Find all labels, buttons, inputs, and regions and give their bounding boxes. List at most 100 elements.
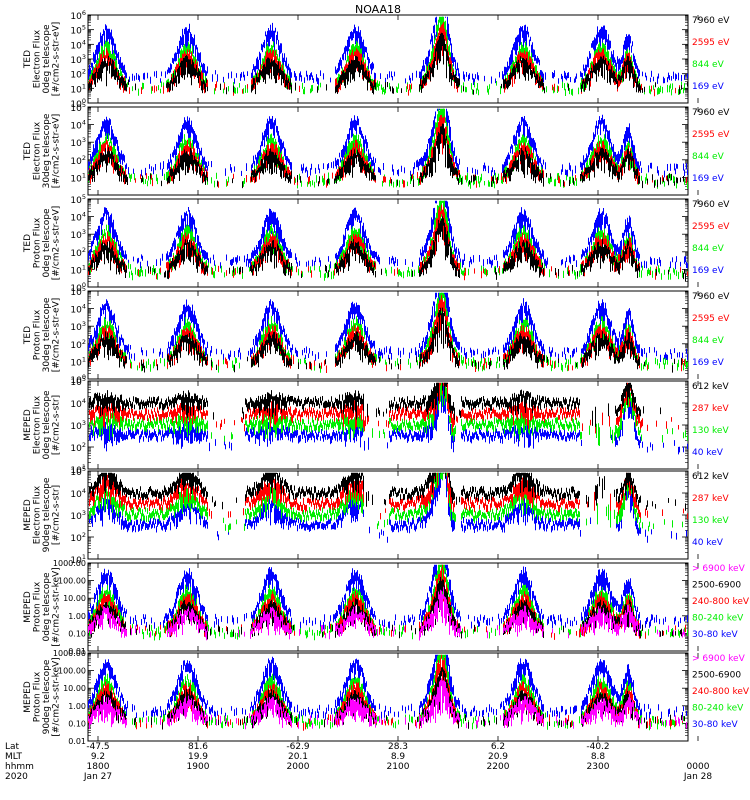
flux-series-black — [88, 32, 688, 95]
panel-8: 0.010.101.0010.00100.001000.00MEPEDProto… — [23, 649, 750, 746]
y-axis-label-line: Proton Flux — [32, 217, 42, 268]
y-axis-label-line: TED — [23, 142, 33, 161]
y-tick-label: 105 — [70, 24, 86, 37]
bottom-axis-mlt: 9.2 — [91, 752, 105, 762]
panel-6: 101 102 103 104 105 MEPEDElectron Flux90deg t… — [23, 465, 730, 566]
y-axis-label: MEPEDProton Flux90deg telescope[#/cm2-s-… — [23, 657, 62, 736]
legend-entry: 612 keV — [692, 382, 729, 392]
y-axis-label-line: Proton Flux — [32, 309, 42, 360]
y-axis-label: TEDProton Flux30deg telescope[#/cm2-s-st… — [23, 297, 62, 372]
y-tick-label: 101 — [70, 263, 86, 276]
y-axis-label-line: Electron Flux — [32, 29, 42, 88]
legend-entry: 7960 eV — [692, 16, 730, 26]
legend-entry: > 6900 keV — [692, 564, 746, 574]
y-tick-label: 105 — [70, 101, 86, 114]
bottom-axis-date: Jan 28 — [683, 772, 712, 782]
y-axis-label-line: 90deg telescope — [42, 659, 52, 734]
y-axis-label-line: MEPED — [23, 409, 33, 441]
bottom-axis-hhmm: 1900 — [187, 762, 210, 772]
bottom-row-label: Lat — [5, 742, 20, 752]
flux-series-blue — [88, 564, 688, 631]
y-tick-label: 10.00 — [63, 594, 86, 603]
legend-entry: 844 eV — [692, 60, 725, 70]
legend-entry: 7960 eV — [692, 200, 730, 210]
y-tick-label: 101 — [70, 553, 86, 566]
y-tick-label: 100 — [70, 97, 86, 110]
y-tick-label: 103 — [70, 53, 86, 66]
y-axis-label-line: [#/cm2-s-str-keV] — [51, 567, 61, 646]
y-tick-label: 104 — [70, 211, 86, 224]
flux-traces — [89, 472, 688, 543]
y-tick-label: 102 — [70, 441, 86, 454]
legend-entry: 612 keV — [692, 472, 729, 482]
legend-entry: 287 keV — [692, 494, 729, 504]
bottom-row-label: hhmm — [5, 762, 34, 772]
legend-entry: 169 eV — [692, 358, 725, 368]
y-tick-label: 101 — [70, 355, 86, 368]
flux-series-black — [88, 216, 686, 282]
flux-series-magenta — [88, 678, 687, 730]
flux-traces — [88, 200, 688, 282]
flux-series-blue — [88, 16, 688, 86]
y-axis-label-line: [#/cm2-s-str-eV] — [51, 206, 61, 281]
y-axis-label-line: 0deg telescope — [42, 24, 52, 94]
flux-series-blue — [88, 292, 688, 363]
flux-series-magenta — [88, 587, 685, 641]
y-tick-label: 0.10 — [68, 629, 86, 638]
flux-traces — [88, 108, 688, 189]
flux-series-blue — [88, 654, 687, 721]
y-tick-label: 105 — [70, 285, 86, 298]
y-axis-label-line: 30deg telescope — [42, 297, 52, 372]
flux-traces — [88, 564, 688, 641]
panel-3: 100 101 102 103 104 105 TEDProton Flux0deg tel… — [23, 193, 730, 294]
y-tick-label: 102 — [70, 531, 86, 544]
flux-series-blue — [88, 108, 688, 178]
legend-entry: 80-240 keV — [692, 614, 744, 624]
y-axis-label-line: TED — [23, 234, 33, 253]
y-axis-label-line: Electron Flux — [32, 485, 42, 544]
bottom-axis-lat: 28.3 — [388, 742, 408, 752]
y-tick-label: 102 — [70, 246, 86, 259]
legend-entry: 844 eV — [692, 244, 725, 254]
flux-traces — [89, 382, 688, 455]
bottom-axis-mlt: 8.8 — [591, 752, 606, 762]
bottom-axis-mlt: 8.9 — [391, 752, 406, 762]
y-axis-label-line: TED — [23, 326, 33, 345]
bottom-axis-lat: -47.5 — [86, 742, 109, 752]
bottom-row-label: 2020 — [5, 772, 28, 782]
legend-entry: 2595 eV — [692, 38, 730, 48]
flux-series-black — [89, 472, 686, 511]
y-axis-label-line: [#/cm2-s-str] — [51, 395, 61, 455]
legend-entry: 130 keV — [692, 516, 729, 526]
panel-2: 101 102 103 104 105 TEDElectron Flux30deg tel… — [23, 101, 730, 196]
legend-entry: 844 eV — [692, 152, 725, 162]
bottom-axis-hhmm: 2100 — [387, 762, 410, 772]
legend-entry: 169 eV — [692, 82, 725, 92]
bottom-axis-lat: 81.6 — [188, 742, 208, 752]
y-tick-label: 101 — [70, 82, 86, 95]
y-axis-label-line: Electron Flux — [32, 121, 42, 180]
y-axis-label: TEDElectron Flux0deg telescope[#/cm2-s-s… — [23, 22, 62, 97]
bottom-axis-lat: -62.9 — [286, 742, 310, 752]
plot-frame — [87, 652, 689, 742]
y-axis-label-line: MEPED — [23, 499, 33, 531]
legend-entry: 80-240 keV — [692, 704, 744, 714]
legend-entry: 240-800 keV — [692, 687, 750, 697]
y-axis-label: MEPEDElectron Flux90deg telescope[#/cm2-… — [23, 477, 62, 552]
flux-traces — [88, 654, 687, 731]
y-tick-label: 101 — [70, 463, 86, 476]
legend-entry: 844 eV — [692, 336, 725, 346]
y-tick-label: 105 — [70, 375, 86, 388]
y-tick-label: 105 — [70, 193, 86, 206]
bottom-axis-lat: -40.2 — [586, 742, 609, 752]
plot-frame — [87, 106, 689, 196]
y-tick-label: 104 — [70, 119, 86, 132]
y-axis-label-line: Proton Flux — [32, 581, 42, 632]
plot-frame — [87, 562, 689, 652]
legend-entry: 2595 eV — [692, 314, 730, 324]
y-axis-label-line: 0deg telescope — [42, 208, 52, 278]
bottom-axis-mlt: 20.1 — [288, 752, 308, 762]
legend-entry: 169 eV — [692, 174, 725, 184]
